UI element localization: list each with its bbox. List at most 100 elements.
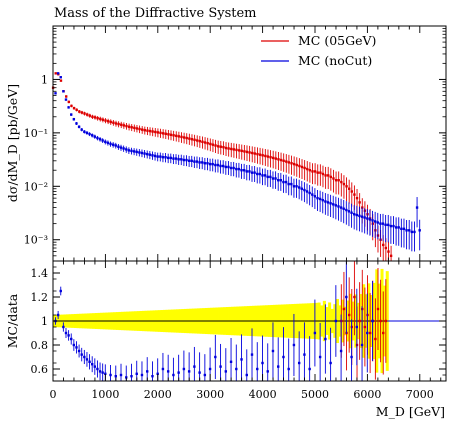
ratio-point-nocut	[245, 373, 248, 377]
data-point-nocut	[72, 118, 76, 121]
ratio-point-nocut	[256, 367, 259, 371]
data-point-05gev	[196, 139, 199, 142]
data-point-05gev	[358, 201, 361, 204]
data-point-nocut	[271, 177, 275, 180]
data-point-nocut	[402, 227, 406, 231]
data-point-05gev	[282, 159, 285, 163]
data-point-nocut	[198, 161, 201, 164]
data-point-nocut	[258, 172, 262, 176]
data-point-nocut	[347, 210, 351, 213]
ratio-point-05gev	[347, 313, 351, 317]
data-point-nocut	[305, 190, 309, 193]
data-point-nocut	[85, 131, 89, 135]
data-point-nocut	[350, 211, 353, 214]
data-point-05gev	[316, 171, 319, 174]
data-point-nocut	[240, 169, 243, 172]
data-point-nocut	[101, 139, 104, 142]
data-point-nocut	[109, 142, 112, 146]
ratio-point-nocut	[229, 360, 233, 363]
ratio-point-nocut	[297, 361, 301, 365]
ratio-point-nocut	[366, 331, 369, 335]
data-point-nocut	[408, 229, 411, 232]
ratio-point-nocut	[287, 367, 290, 371]
data-point-05gev	[227, 147, 230, 150]
data-point-05gev	[99, 117, 102, 121]
data-point-nocut	[75, 122, 78, 125]
ratio-point-nocut	[324, 337, 327, 341]
upper-plot-y-axis: 10⁻³ 10⁻² 10⁻¹ 1	[24, 26, 446, 262]
data-point-nocut	[221, 164, 225, 168]
data-point-05gev	[91, 115, 94, 118]
upper-y-axis-label: dσ/dM_D [pb/GeV]	[5, 84, 20, 202]
data-point-nocut	[177, 158, 180, 161]
data-point-05gev	[251, 151, 254, 155]
ratio-point-nocut	[64, 331, 68, 335]
data-point-nocut	[332, 203, 335, 206]
x-tick-label: 2000	[144, 388, 172, 401]
data-point-nocut	[146, 152, 149, 156]
data-point-nocut	[366, 217, 369, 220]
data-point-05gev	[72, 106, 76, 110]
ratio-point-nocut	[261, 361, 264, 365]
data-point-05gev	[230, 147, 233, 151]
data-point-05gev	[355, 196, 359, 200]
data-point-05gev	[308, 169, 312, 172]
data-point-nocut	[392, 224, 395, 228]
ratio-plot-axes: 0.6 0.8 1 1.2 1.4 0 1000 2000 3000 4000 5000 6000 70…	[31, 261, 446, 401]
data-point-nocut	[256, 172, 259, 176]
data-point-05gev	[240, 149, 243, 153]
data-point-nocut	[54, 92, 57, 95]
ratio-point-nocut	[109, 373, 112, 377]
data-point-05gev	[337, 179, 340, 182]
data-point-nocut	[140, 151, 144, 155]
data-point-nocut	[394, 226, 398, 229]
data-point-05gev	[303, 166, 306, 170]
data-point-05gev	[106, 120, 110, 123]
data-point-05gev	[85, 113, 89, 116]
data-point-05gev	[83, 112, 86, 115]
data-point-nocut	[208, 162, 212, 166]
data-point-nocut	[389, 224, 393, 228]
data-point-05gev	[324, 174, 327, 177]
data-point-nocut	[232, 166, 235, 170]
data-point-nocut	[334, 204, 338, 207]
ratio-point-nocut	[125, 376, 128, 379]
data-point-05gev	[117, 122, 120, 126]
data-point-05gev	[203, 141, 207, 144]
data-point-05gev	[148, 129, 152, 133]
ratio-point-nocut	[59, 289, 62, 293]
data-point-nocut	[358, 214, 361, 218]
ratio-point-nocut	[62, 325, 65, 329]
data-point-nocut	[70, 113, 73, 116]
data-point-nocut	[410, 230, 414, 234]
data-point-nocut	[261, 174, 264, 177]
data-point-nocut	[156, 155, 159, 158]
ratio-point-nocut	[83, 355, 86, 359]
ratio-point-nocut	[308, 367, 311, 371]
data-point-05gev	[120, 123, 123, 126]
data-point-nocut	[368, 218, 372, 221]
ratio-point-nocut	[93, 365, 97, 368]
y-tick-label: 1	[41, 73, 48, 86]
ratio-point-nocut	[235, 367, 238, 371]
data-point-nocut	[263, 174, 267, 177]
data-point-nocut	[269, 175, 272, 179]
data-point-05gev	[54, 72, 57, 75]
data-point-05gev	[154, 130, 157, 134]
legend: MC (05GeV) MC (noCut)	[261, 33, 376, 68]
data-point-05gev	[88, 114, 91, 117]
data-point-05gev	[122, 124, 126, 127]
ratio-point-05gev	[379, 319, 382, 323]
data-point-05gev	[101, 118, 105, 121]
data-point-nocut	[229, 166, 233, 170]
data-point-nocut	[93, 135, 97, 138]
data-point-05gev	[311, 170, 314, 173]
ratio-point-nocut	[56, 313, 60, 317]
ratio-point-nocut	[350, 355, 353, 359]
data-point-nocut	[117, 145, 120, 148]
ratio-point-nocut	[303, 353, 306, 356]
data-point-05gev	[384, 246, 388, 250]
ratio-point-05gev	[376, 307, 380, 311]
data-point-05gev	[321, 172, 325, 176]
data-point-05gev	[75, 108, 78, 112]
